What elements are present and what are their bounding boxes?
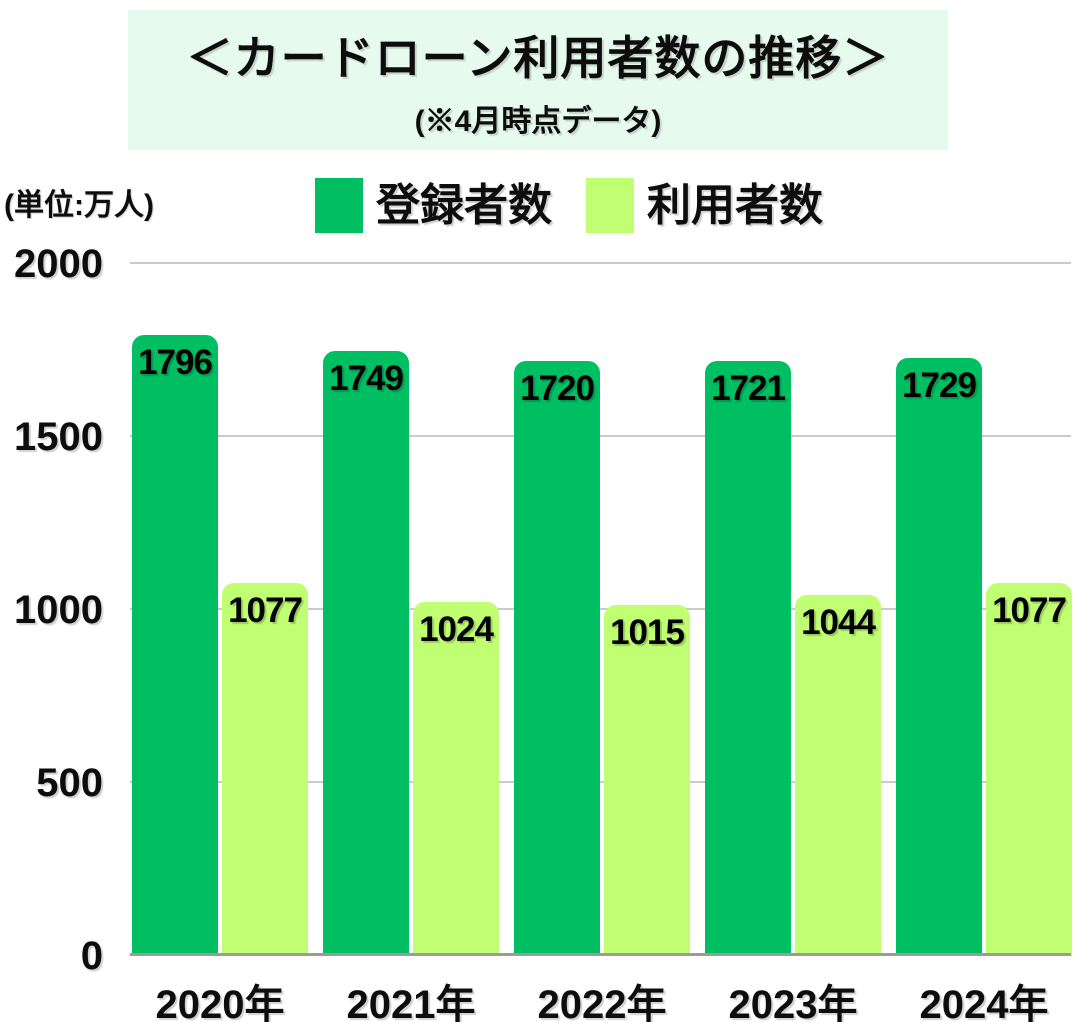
bar-value-users-2022年: 1015 xyxy=(610,612,685,652)
bar-users-2023年: 1044 xyxy=(795,594,881,956)
chart-title-box: ＜カードローン利用者数の推移＞ (※4月時点データ) xyxy=(128,10,948,150)
bar-value-registered-2020年: 1796 xyxy=(138,342,213,382)
bar-value-registered-2021年: 1749 xyxy=(329,358,404,398)
gridline-1000 xyxy=(130,608,1071,610)
bar-registered-2022年: 1720 xyxy=(514,360,600,956)
bar-registered-2024年: 1729 xyxy=(896,357,982,956)
y-axis-tick-0: 0 xyxy=(80,934,103,978)
bar-value-registered-2022年: 1720 xyxy=(520,368,595,408)
bar-value-registered-2024年: 1729 xyxy=(902,365,977,405)
bar-users-2021年: 1024 xyxy=(413,601,499,956)
x-axis-label-2022年: 2022年 xyxy=(537,983,667,1022)
bar-users-2022年: 1015 xyxy=(604,604,690,956)
legend-label-users: 利用者数 xyxy=(647,181,823,230)
bar-users-2024年: 1077 xyxy=(986,583,1072,956)
bar-value-registered-2023年: 1721 xyxy=(711,368,786,408)
bar-value-users-2023年: 1044 xyxy=(801,602,876,642)
gridline-1500 xyxy=(130,435,1071,437)
y-axis-tick-500: 500 xyxy=(36,761,103,805)
legend: 登録者数 利用者数 xyxy=(315,178,823,233)
bar-registered-2023年: 1721 xyxy=(705,360,791,956)
gridline-2000 xyxy=(130,262,1071,264)
bar-value-users-2021年: 1024 xyxy=(419,609,494,649)
bar-registered-2021年: 1749 xyxy=(323,350,409,956)
legend-label-registered: 登録者数 xyxy=(376,181,552,230)
unit-label: (単位:万人) xyxy=(4,189,154,222)
legend-swatch-users xyxy=(586,178,634,233)
x-axis-label-2024年: 2024年 xyxy=(919,983,1049,1022)
y-axis-tick-2000: 2000 xyxy=(14,242,103,286)
chart-subtitle: (※4月時点データ) xyxy=(414,105,662,138)
x-axis-label-2023年: 2023年 xyxy=(728,983,858,1022)
y-axis-tick-1000: 1000 xyxy=(14,588,103,632)
bar-value-users-2020年: 1077 xyxy=(228,591,303,631)
legend-swatch-registered xyxy=(315,178,363,233)
chart-title: ＜カードローン利用者数の推移＞ xyxy=(186,32,890,84)
bar-users-2020年: 1077 xyxy=(222,583,308,956)
x-axis-line xyxy=(130,953,1071,956)
x-axis-label-2021年: 2021年 xyxy=(346,983,476,1022)
bar-registered-2020年: 1796 xyxy=(132,334,218,956)
y-axis-tick-1500: 1500 xyxy=(14,415,103,459)
x-axis-label-2020年: 2020年 xyxy=(155,983,285,1022)
gridline-500 xyxy=(130,781,1071,783)
bar-value-users-2024年: 1077 xyxy=(992,591,1067,631)
